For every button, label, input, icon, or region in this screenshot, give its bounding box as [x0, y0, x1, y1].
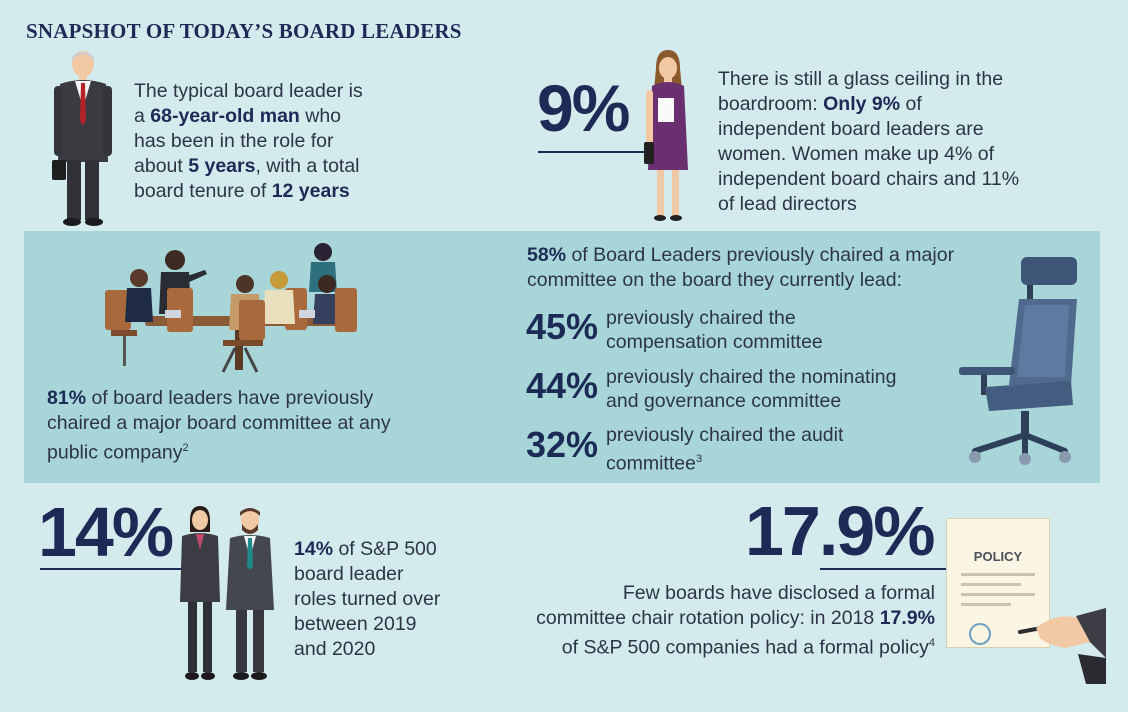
committee-intro: 58% of Board Leaders previously chaired … — [527, 244, 955, 291]
committee-pct: 32% — [526, 424, 599, 465]
seal-icon — [969, 623, 991, 645]
turnover-text: 14% of S&P 500 board leader roles turned… — [294, 538, 441, 660]
committee-row-text: previously chaired the nominating and go… — [606, 366, 897, 412]
committee-pct: 45% — [526, 306, 599, 347]
policy-line — [961, 603, 1011, 606]
policy-line — [961, 593, 1035, 596]
committee-row-text: previously chaired the audit committee3 — [606, 424, 844, 475]
policy-line — [961, 583, 1021, 586]
policy-line — [961, 573, 1035, 576]
board-meeting-icon — [105, 243, 357, 373]
committee-row-text: previously chaired the compensation comm… — [606, 307, 823, 353]
divider-rule — [820, 568, 950, 570]
rotation-text: Few boards have disclosed a formal commi… — [536, 582, 935, 659]
office-chair-icon — [959, 257, 1077, 465]
any-company-text: 81% of board leaders have previously cha… — [47, 387, 391, 464]
policy-document: POLICY — [946, 518, 1050, 648]
signing-hand-icon — [1018, 608, 1106, 684]
turnover-percent: 14% — [38, 493, 174, 571]
divider-rule — [538, 151, 658, 153]
businessman-icon — [52, 51, 112, 226]
rotation-percent: 17.9% — [745, 492, 935, 570]
committee-pct: 44% — [526, 365, 599, 406]
page-title: SNAPSHOT OF TODAY’S BOARD LEADERS — [26, 19, 462, 43]
businesswoman-icon — [644, 50, 688, 221]
divider-rule — [40, 568, 190, 570]
women-percent: 9% — [537, 71, 630, 145]
typical-leader-text: The typical board leader is a 68-year-ol… — [134, 80, 363, 202]
business-couple-icon — [180, 506, 274, 680]
policy-label: POLICY — [973, 549, 1023, 564]
women-text: There is still a glass ceiling in the bo… — [718, 68, 1020, 215]
